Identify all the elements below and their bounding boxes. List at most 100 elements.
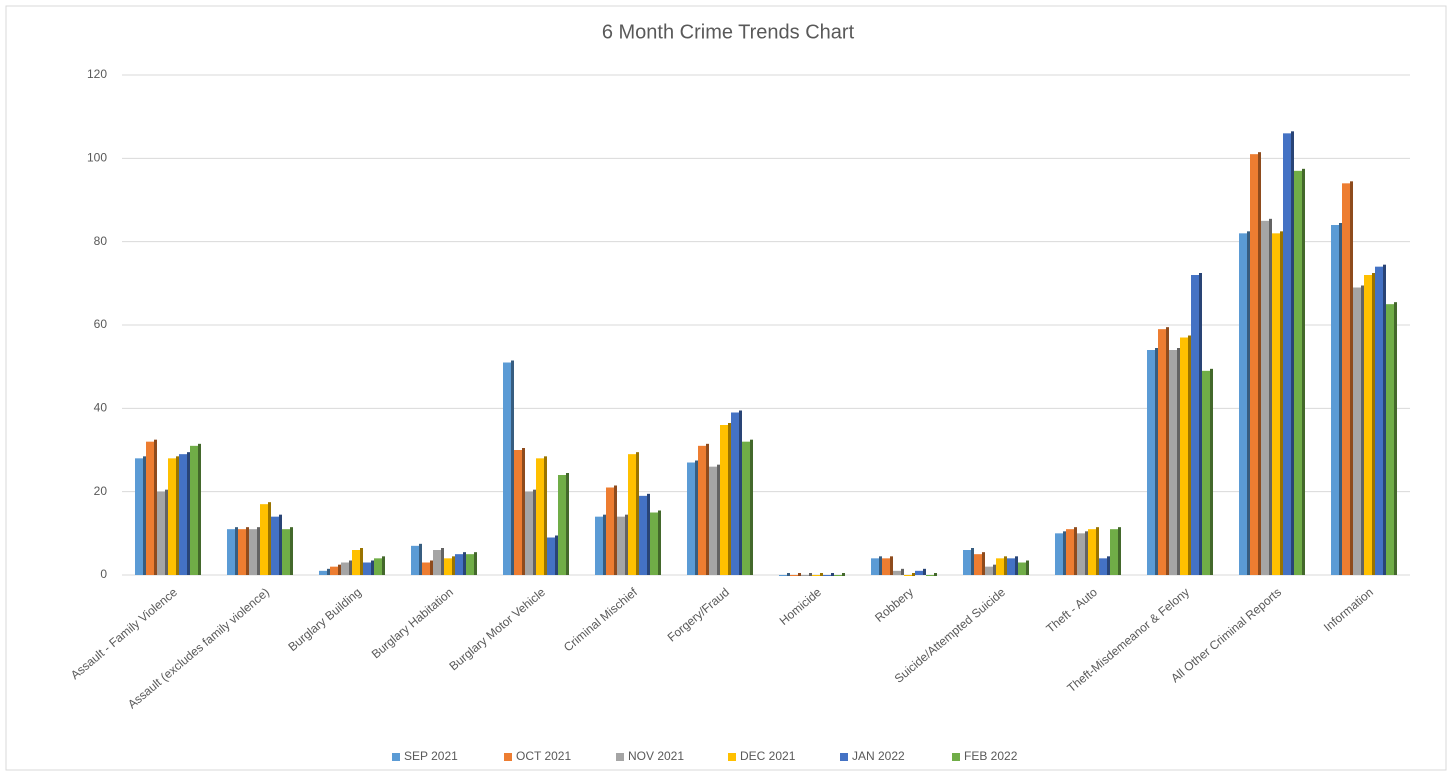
bar-side [1155, 348, 1158, 575]
bar [547, 537, 556, 575]
bar-side [511, 360, 514, 575]
bar-side [187, 452, 190, 575]
bar-side [1096, 527, 1099, 575]
bar-side [463, 552, 466, 575]
bar-side [1004, 556, 1007, 575]
bar-side [419, 543, 422, 575]
bar-side [614, 485, 617, 575]
bar [1283, 133, 1292, 576]
y-tick-label: 60 [94, 317, 108, 331]
bar [834, 575, 843, 576]
bar-side [1269, 218, 1272, 576]
bar [985, 566, 994, 575]
bar [904, 575, 913, 576]
bar [352, 550, 361, 575]
bar [238, 529, 247, 575]
legend-swatch [616, 753, 624, 761]
bar [1375, 266, 1384, 575]
bar [330, 566, 339, 575]
bar-side [1026, 560, 1029, 575]
bar [157, 491, 166, 575]
bar-side [820, 573, 823, 576]
bar-side [1118, 527, 1121, 575]
bar-side [1247, 231, 1250, 576]
y-tick-label: 100 [87, 151, 107, 165]
bar [1158, 329, 1167, 575]
bar [260, 504, 269, 575]
bar-side [1291, 131, 1294, 576]
y-tick-label: 80 [94, 234, 108, 248]
bar [882, 558, 891, 575]
bar [779, 575, 788, 576]
bar-side [1107, 556, 1110, 575]
bar-side [474, 552, 477, 575]
y-tick-label: 0 [100, 567, 107, 581]
bar [179, 454, 188, 575]
legend-swatch [728, 753, 736, 761]
bar-side [279, 514, 282, 575]
bar [698, 445, 707, 575]
bar [974, 554, 983, 575]
bar-side [235, 527, 238, 575]
legend-label: OCT 2021 [516, 749, 571, 763]
bar [1055, 533, 1064, 575]
bar [1077, 533, 1086, 575]
bar-side [1339, 223, 1342, 575]
bar [731, 412, 740, 575]
bar-side [1302, 168, 1305, 576]
bar-side [360, 548, 363, 575]
bar-side [522, 448, 525, 575]
bar-side [1383, 264, 1386, 575]
bar-side [1063, 531, 1066, 575]
bar [1261, 220, 1270, 576]
bar [319, 570, 328, 575]
bar [1180, 337, 1189, 575]
bar [1239, 233, 1248, 576]
bar-side [1210, 368, 1213, 575]
bar [558, 475, 567, 575]
legend-label: FEB 2022 [964, 749, 1018, 763]
bar-side [798, 573, 801, 576]
legend-label: DEC 2021 [740, 749, 796, 763]
bar-side [879, 556, 882, 575]
y-tick-label: 120 [87, 67, 107, 81]
bar-side [268, 502, 271, 575]
bar-side [647, 493, 650, 575]
bar [628, 454, 637, 575]
bar [1202, 370, 1211, 575]
bar-side [971, 548, 974, 575]
bar-side [176, 456, 179, 575]
bar [227, 529, 236, 575]
bar [812, 575, 821, 576]
bar-side [1177, 348, 1180, 575]
bar [422, 562, 431, 575]
bar-side [695, 460, 698, 575]
bar [871, 558, 880, 575]
bar [525, 491, 534, 575]
bar-side [901, 568, 904, 575]
bar-side [165, 489, 168, 575]
bar [1007, 558, 1016, 575]
bar-side [658, 510, 661, 575]
bar [190, 445, 199, 575]
bar-side [982, 552, 985, 575]
legend-label: JAN 2022 [852, 749, 905, 763]
bar [455, 554, 464, 575]
bar-side [338, 564, 341, 575]
bar-side [728, 423, 731, 575]
legend-swatch [952, 753, 960, 761]
bar [1272, 233, 1281, 576]
bar [790, 575, 799, 576]
bar-side [533, 489, 536, 575]
bar-side [452, 556, 455, 575]
bar [1353, 287, 1362, 575]
bar-side [636, 452, 639, 575]
bar [709, 466, 718, 575]
bar-side [993, 564, 996, 575]
bar-side [890, 556, 893, 575]
bar-side [441, 548, 444, 575]
bar [374, 558, 383, 575]
legend-label: NOV 2021 [628, 749, 684, 763]
bar [801, 575, 810, 576]
